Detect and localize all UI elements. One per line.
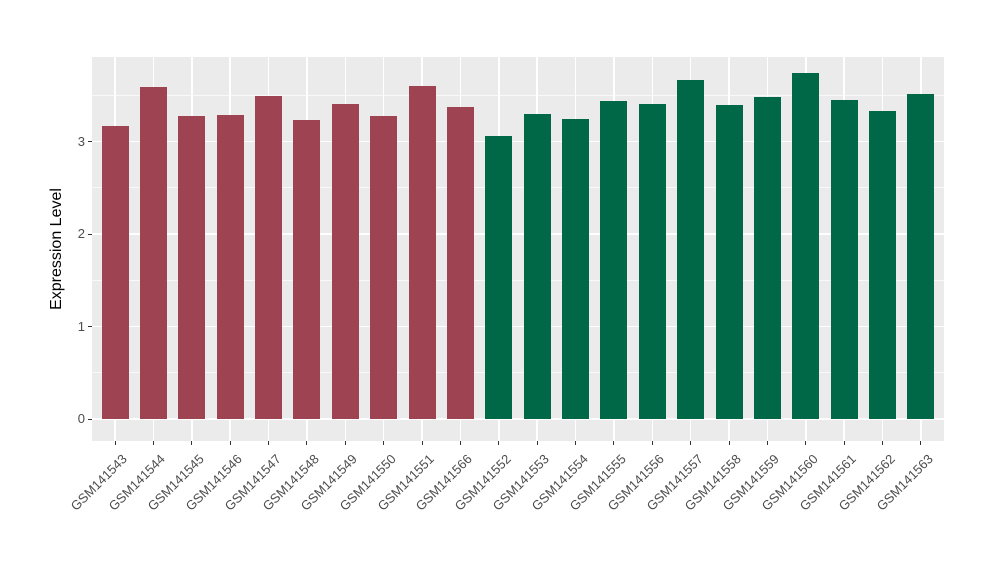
plot-panel (92, 57, 944, 441)
y-tick-label: 3 (77, 133, 85, 149)
x-tick-mark (459, 441, 461, 445)
bar-gsm141548 (293, 120, 321, 419)
bar-gsm141551 (408, 86, 436, 419)
bar-gsm141560 (792, 73, 820, 419)
x-tick-mark (766, 441, 768, 445)
x-tick-mark (344, 441, 346, 445)
y-tick-mark (88, 141, 92, 142)
gridline-minor-h (92, 279, 944, 281)
gridline-minor-h (92, 372, 944, 374)
x-tick-mark (536, 441, 538, 445)
bar-gsm141549 (331, 103, 359, 419)
gridline-minor-h (92, 187, 944, 189)
y-axis-title-anchor: Expression Level (48, 188, 179, 310)
bar-gsm141545 (178, 115, 206, 419)
y-tick-label: 0 (77, 411, 85, 426)
x-tick-mark (152, 441, 154, 445)
bar-gsm141550 (370, 115, 398, 419)
bar-gsm141559 (753, 97, 781, 419)
x-tick-mark (690, 441, 692, 445)
x-tick-mark (383, 441, 385, 445)
y-axis-title: Expression Level (48, 188, 65, 310)
y-tick-label: 1 (77, 318, 85, 334)
bar-gsm141557 (677, 80, 705, 419)
bar-gsm141561 (830, 99, 858, 419)
x-tick-mark (728, 441, 730, 445)
bar-gsm141558 (715, 105, 743, 419)
gridline-major-h (92, 140, 944, 143)
y-tick-mark (88, 233, 92, 235)
x-tick-mark (114, 441, 116, 445)
bar-gsm141556 (638, 103, 666, 419)
x-tick-mark (651, 441, 653, 445)
x-tick-mark (306, 441, 308, 445)
y-tick-mark (88, 326, 92, 327)
bar-gsm141563 (907, 94, 935, 419)
gridline-major-h (92, 233, 944, 235)
x-tick-mark (498, 441, 500, 445)
gridline-major-h (92, 325, 944, 328)
bar-gsm141562 (869, 110, 897, 419)
bar-gsm141546 (216, 114, 244, 419)
x-tick-mark (882, 441, 884, 445)
bar-gsm141555 (600, 100, 628, 419)
x-tick-mark (805, 441, 807, 445)
bar-gsm141554 (562, 119, 590, 419)
gridline-minor-h (92, 94, 944, 96)
x-tick-mark (268, 441, 270, 445)
x-tick-mark (613, 441, 615, 445)
x-tick-mark (191, 441, 193, 445)
x-tick-mark (421, 441, 423, 445)
x-tick-mark (575, 441, 577, 445)
bar-gsm141553 (523, 113, 551, 419)
y-tick-mark (88, 418, 92, 420)
bar-gsm141543 (101, 125, 129, 419)
x-tick-mark (229, 441, 231, 445)
x-tick-mark (920, 441, 922, 445)
gridline-major-h (92, 418, 944, 420)
bar-gsm141566 (446, 107, 474, 419)
bar-gsm141547 (255, 96, 283, 419)
bar-gsm141552 (485, 135, 513, 419)
bar-gsm141544 (139, 86, 167, 419)
x-tick-mark (843, 441, 845, 445)
y-tick-label: 2 (77, 226, 85, 241)
